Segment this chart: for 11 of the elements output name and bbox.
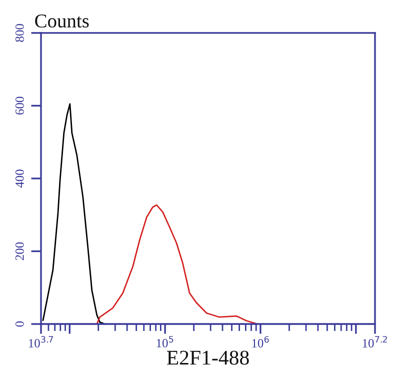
x-axis-title: E2F1-488	[166, 350, 249, 365]
x-tick-label: 10$^{5}$	[156, 336, 174, 348]
x-tick-label: 10$^{7.2}$	[362, 336, 387, 348]
y-tick-label: 0	[15, 321, 24, 327]
y-axis-title: Counts	[35, 14, 89, 28]
y-tick-label: 800	[15, 24, 24, 42]
y-tick-label: 400	[15, 170, 24, 188]
y-tick-label: 600	[15, 96, 24, 115]
x-tick-label: 10$^{6}$	[252, 336, 269, 348]
x-tick-label: 10$^{3.7}$	[28, 336, 53, 348]
y-tick-label: 200	[15, 242, 24, 260]
